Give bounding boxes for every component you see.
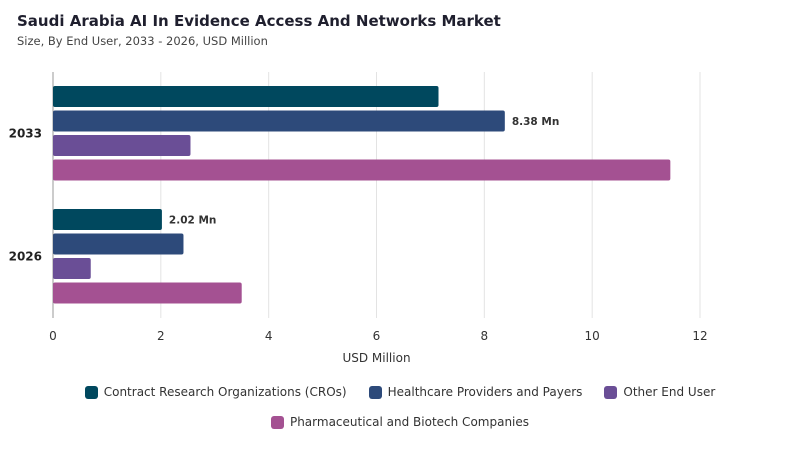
legend-label: Healthcare Providers and Payers: [387, 385, 583, 399]
data-label: 2.02 Mn: [169, 215, 217, 227]
x-tick-label: 2: [157, 329, 165, 343]
legend-label: Pharmaceutical and Biotech Companies: [289, 415, 530, 429]
data-label: 8.38 Mn: [512, 116, 560, 128]
x-tick-label: 8: [481, 329, 489, 343]
x-tick-label: 0: [49, 329, 57, 343]
bar: [53, 159, 671, 181]
x-axis-title: USD Million: [342, 351, 410, 365]
legend-item-healthcare[interactable]: Healthcare Providers and Payers: [368, 385, 583, 399]
bar: [53, 282, 242, 304]
bar: [53, 135, 191, 156]
legend-row-2: Pharmaceutical and Biotech Companies: [0, 415, 800, 429]
x-tick-label: 6: [373, 329, 381, 343]
legend-label: Contract Research Organizations (CROs): [103, 385, 347, 399]
chart-title: Saudi Arabia AI In Evidence Access And N…: [17, 12, 501, 30]
x-tick-label: 4: [265, 329, 273, 343]
bar: [53, 209, 162, 230]
bar: [53, 86, 439, 107]
bar: [53, 258, 91, 279]
bar: [53, 233, 184, 255]
chart-subtitle: Size, By End User, 2033 - 2026, USD Mill…: [17, 34, 268, 48]
bar-chart: 0 2 4 6 8 10 12 USD Million 8.38 Mn 2033 2.02 Mn 20…: [9, 72, 708, 365]
x-tick-label: 10: [585, 329, 600, 343]
y-category-label: 2033: [9, 126, 42, 140]
legend-item-cros[interactable]: Contract Research Organizations (CROs): [84, 385, 347, 399]
legend-item-pharma[interactable]: Pharmaceutical and Biotech Companies: [270, 415, 530, 429]
legend: Contract Research Organizations (CROs) H…: [0, 385, 800, 399]
legend-swatch: [84, 385, 98, 399]
legend-swatch: [604, 385, 618, 399]
legend-swatch: [270, 415, 284, 429]
x-tick-label: 12: [692, 329, 707, 343]
legend-item-other[interactable]: Other End User: [604, 385, 715, 399]
y-category-label: 2026: [9, 249, 42, 263]
legend-swatch: [368, 385, 382, 399]
legend-label: Other End User: [623, 385, 716, 399]
bar: [53, 110, 505, 132]
